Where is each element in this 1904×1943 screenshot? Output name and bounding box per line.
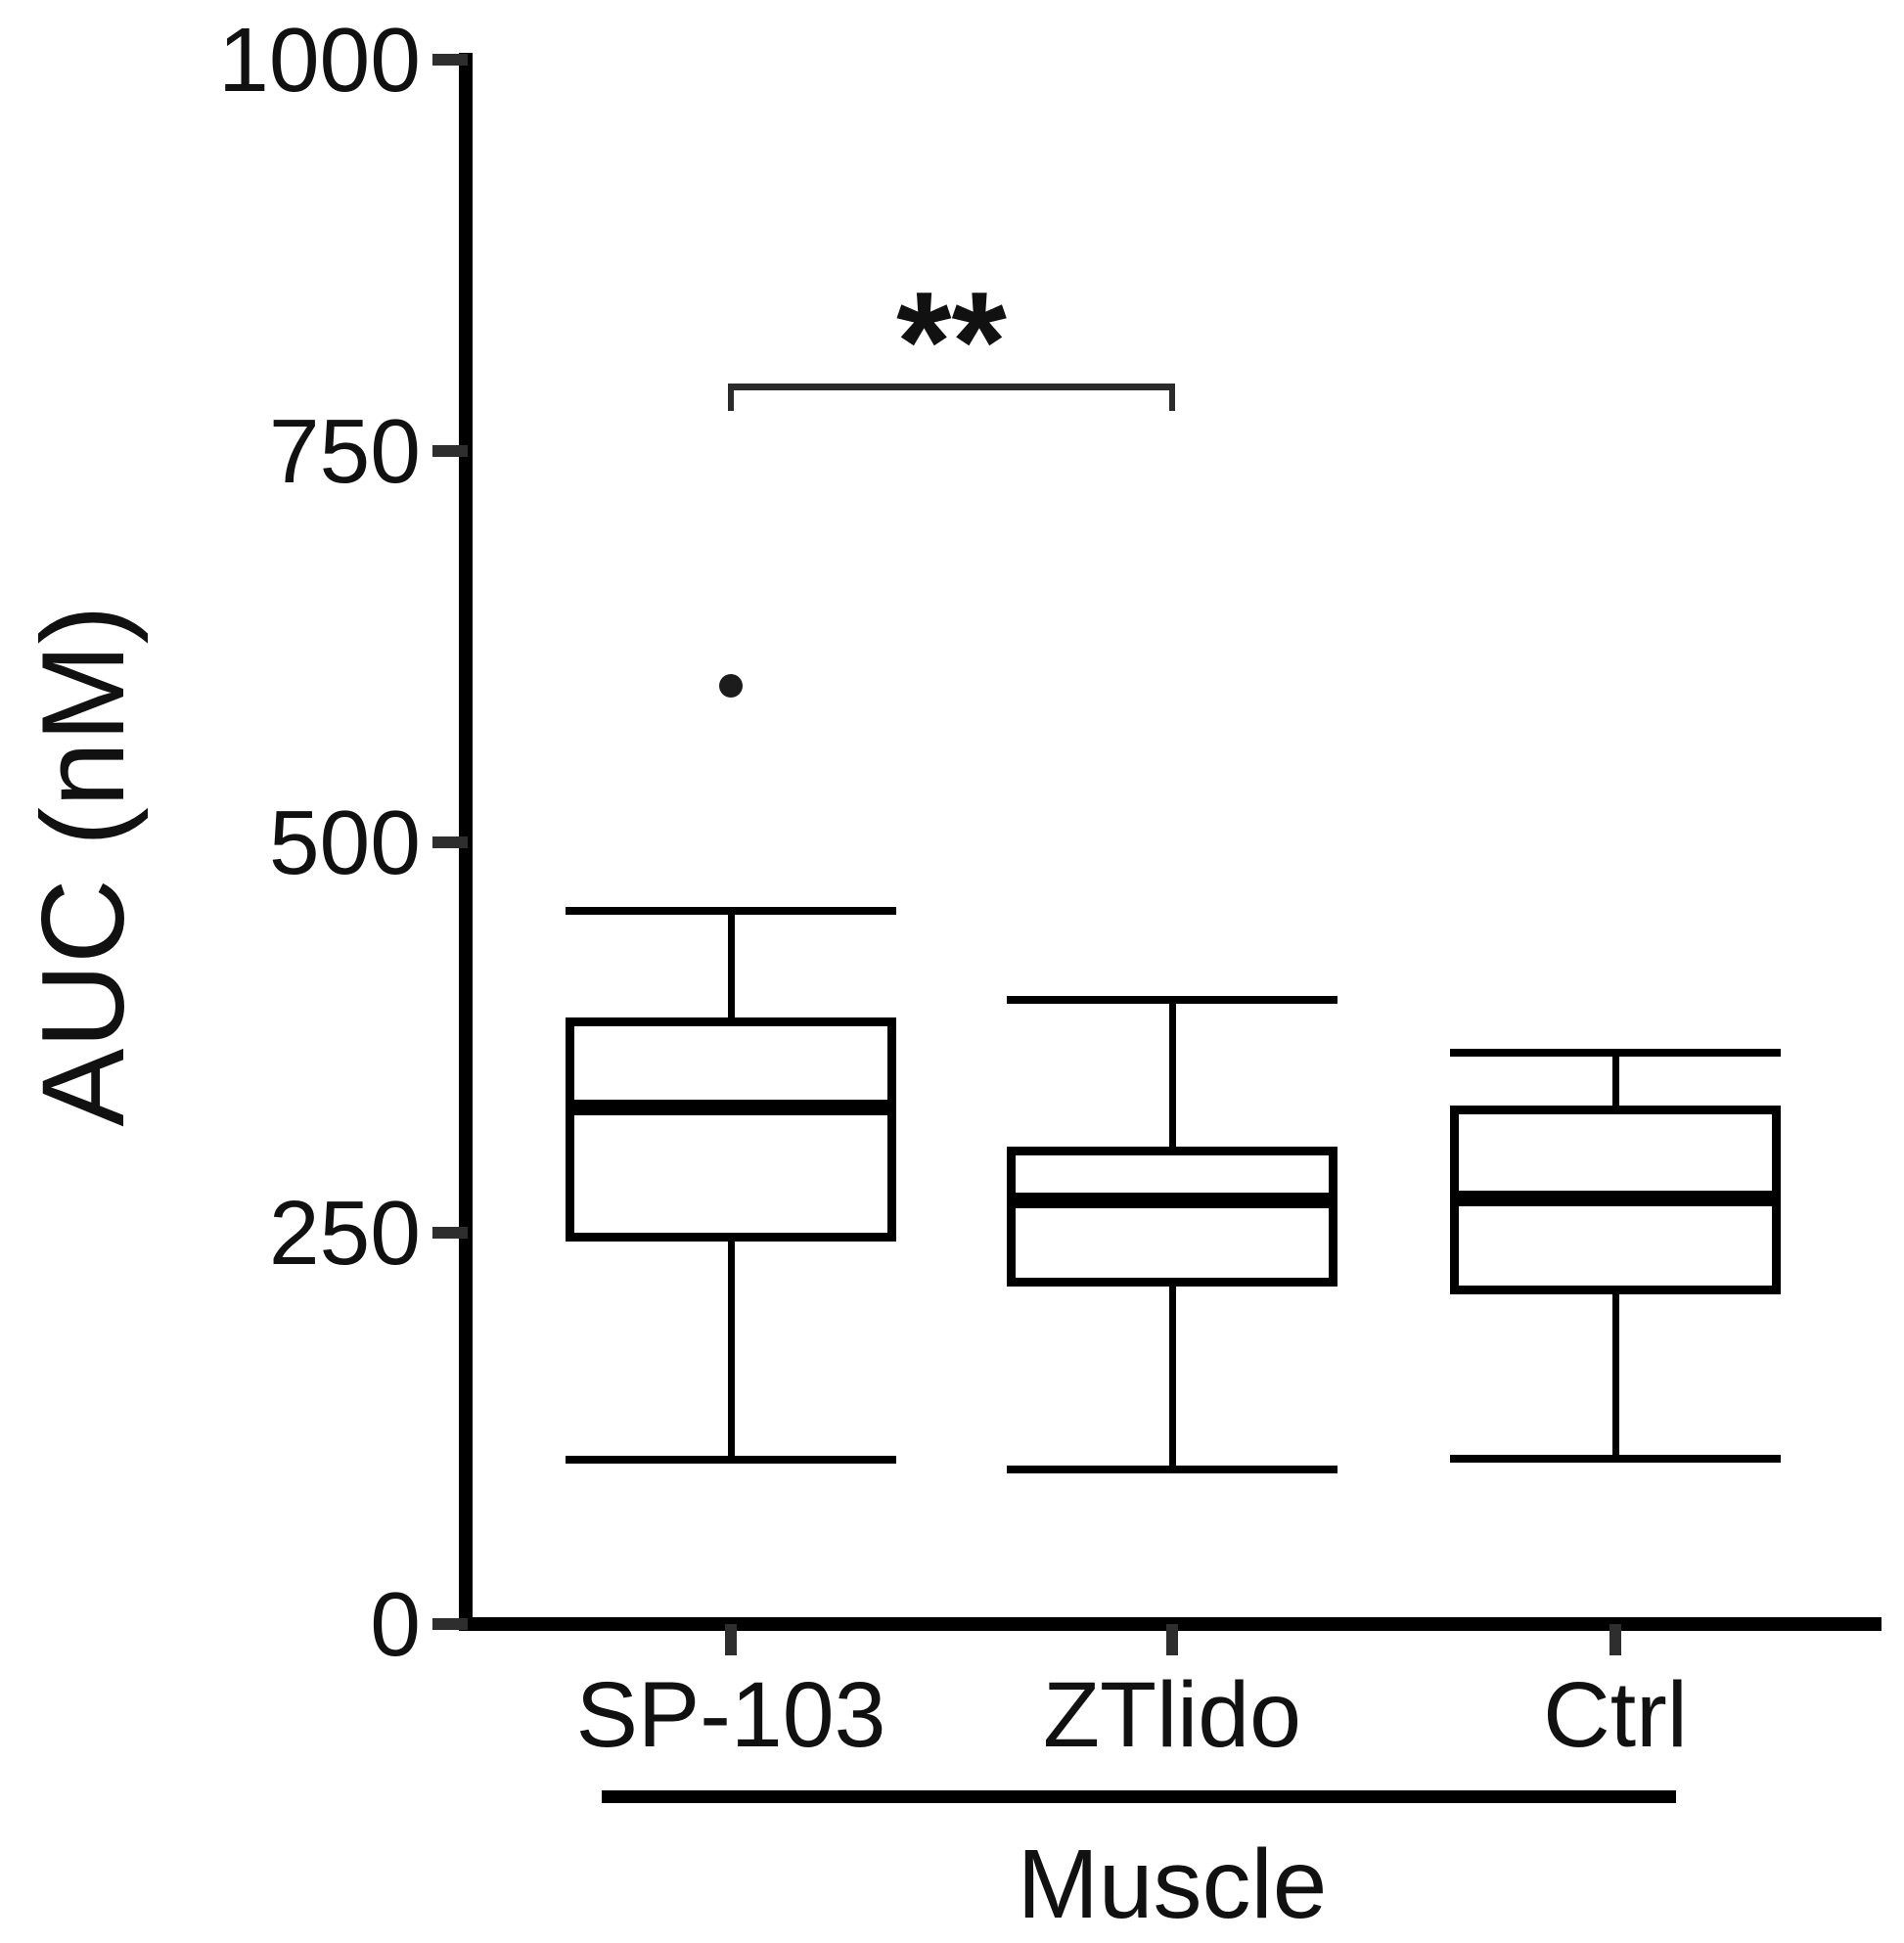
group-underline	[602, 1790, 1676, 1803]
y-tick-0	[432, 1618, 468, 1630]
y-tick-label-1000: 1000	[218, 9, 421, 111]
whisker-top-line-ztlido	[1168, 999, 1176, 1151]
group-label-muscle: Muscle	[1017, 1830, 1328, 1939]
whisker-bottom-cap-sp-103	[566, 1456, 896, 1465]
x-tick-ztlido	[1166, 1624, 1178, 1655]
x-category-label-ztlido: ZTlido	[1043, 1663, 1301, 1767]
y-tick-label-750: 750	[268, 399, 421, 502]
outlier-point-sp-103-0	[719, 673, 743, 698]
whisker-bottom-cap-ctrl	[1450, 1454, 1781, 1463]
significance-bracket-left-tick	[728, 389, 734, 412]
median-line-ctrl	[1450, 1191, 1781, 1207]
median-line-sp-103	[566, 1100, 896, 1116]
whisker-top-line-ctrl	[1611, 1053, 1619, 1109]
y-tick-500	[432, 836, 468, 848]
whisker-bottom-line-sp-103	[727, 1238, 735, 1461]
whisker-bottom-line-ztlido	[1168, 1283, 1176, 1469]
significance-bracket	[728, 383, 1175, 390]
y-tick-label-500: 500	[268, 791, 421, 893]
x-tick-ctrl	[1609, 1624, 1621, 1655]
y-tick-label-250: 250	[268, 1182, 421, 1285]
y-tick-label-0: 0	[370, 1573, 421, 1675]
y-tick-1000	[432, 54, 468, 66]
x-category-label-ctrl: Ctrl	[1543, 1663, 1688, 1767]
significance-label: **	[896, 262, 1007, 422]
y-tick-250	[432, 1227, 468, 1240]
x-category-label-sp-103: SP-103	[575, 1663, 886, 1767]
whisker-bottom-cap-ztlido	[1007, 1465, 1337, 1473]
y-tick-750	[432, 444, 468, 457]
significance-bracket-right-tick	[1169, 389, 1175, 412]
whisker-bottom-line-ctrl	[1611, 1290, 1619, 1459]
median-line-ztlido	[1007, 1192, 1337, 1208]
x-tick-sp-103	[725, 1624, 737, 1655]
whisker-top-line-sp-103	[727, 910, 735, 1022]
box-ztlido	[1007, 1146, 1337, 1288]
box-sp-103	[566, 1017, 896, 1243]
